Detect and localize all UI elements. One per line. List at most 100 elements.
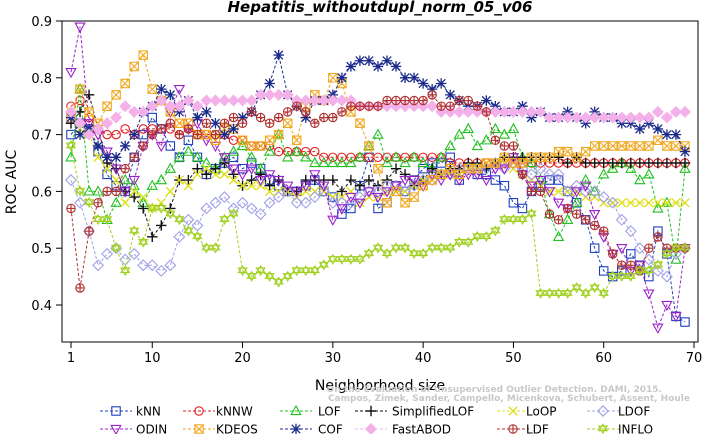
data-point-knnw bbox=[102, 129, 112, 140]
data-point-fastabod bbox=[489, 105, 502, 118]
data-point-loop bbox=[138, 192, 148, 202]
data-point-ldf bbox=[463, 95, 474, 106]
data-point-simplifiedlof bbox=[255, 169, 266, 180]
data-point-inflo bbox=[101, 213, 113, 226]
data-point-cof bbox=[201, 106, 212, 118]
data-point-odin bbox=[272, 175, 285, 187]
data-point-ldf bbox=[337, 107, 347, 117]
data-point-ldof bbox=[182, 213, 195, 226]
x-tick-label: 70 bbox=[686, 351, 703, 366]
data-point-odin bbox=[480, 175, 493, 187]
data-point-odin bbox=[471, 170, 484, 181]
data-point-ldof bbox=[669, 247, 682, 260]
y-tick-label: 0.8 bbox=[31, 72, 52, 87]
data-point-lof bbox=[354, 151, 366, 162]
data-point-ldof bbox=[290, 196, 303, 209]
data-point-odin bbox=[390, 181, 402, 192]
data-point-ldof bbox=[597, 191, 610, 204]
data-point-kdeos bbox=[436, 169, 446, 180]
data-point-fastabod bbox=[101, 117, 114, 130]
data-point-ldof bbox=[146, 259, 159, 272]
data-point-lof bbox=[679, 162, 691, 173]
data-point-knnw bbox=[301, 146, 311, 157]
data-point-ldf bbox=[553, 215, 564, 225]
data-point-odin bbox=[661, 300, 673, 312]
data-point-cof bbox=[192, 112, 203, 123]
data-point-cof bbox=[74, 129, 86, 140]
data-point-fastabod bbox=[218, 94, 231, 107]
data-point-kdeos bbox=[644, 141, 654, 151]
data-point-simplifiedlof bbox=[327, 174, 339, 186]
data-point-fastabod bbox=[615, 111, 628, 124]
data-point-odin bbox=[110, 164, 122, 175]
data-point-cof bbox=[652, 123, 664, 135]
series-line-ldof bbox=[70, 162, 686, 278]
series-lof bbox=[65, 83, 691, 264]
data-point-ldf bbox=[490, 135, 501, 146]
series-line-kdeos bbox=[70, 54, 685, 204]
data-point-cof bbox=[228, 123, 239, 135]
y-tick-label: 0.5 bbox=[31, 242, 52, 257]
data-point-lof bbox=[561, 213, 574, 224]
data-point-simplifiedlof bbox=[670, 157, 682, 169]
series-inflo bbox=[65, 140, 691, 299]
data-point-fastabod bbox=[651, 105, 664, 118]
data-point-odin bbox=[579, 181, 592, 192]
data-point-ldf bbox=[472, 101, 483, 111]
data-point-lof bbox=[119, 173, 131, 185]
watermark-line-1: On the Evaluation of Unsupervised Outlie… bbox=[327, 385, 662, 395]
data-point-odin bbox=[300, 181, 312, 192]
data-point-knnw bbox=[120, 124, 130, 134]
data-point-ldf bbox=[319, 112, 329, 123]
data-point-simplifiedlof bbox=[553, 152, 564, 163]
data-point-cof bbox=[237, 112, 248, 123]
data-point-loop bbox=[93, 152, 103, 163]
data-point-lof bbox=[453, 128, 465, 139]
data-point-ldf bbox=[454, 95, 464, 106]
legend-item-odin: ODIN bbox=[100, 423, 167, 434]
data-point-odin bbox=[173, 85, 186, 96]
legend-marker bbox=[111, 406, 121, 416]
data-point-simplifiedlof bbox=[345, 174, 357, 186]
data-point-knnw bbox=[319, 152, 329, 163]
data-point-inflo bbox=[282, 270, 293, 282]
data-point-ldf bbox=[526, 186, 537, 197]
data-point-loop bbox=[346, 186, 356, 197]
data-point-inflo bbox=[309, 265, 320, 277]
data-point-inflo bbox=[237, 265, 248, 277]
data-point-knnw bbox=[273, 146, 284, 157]
data-point-loop bbox=[102, 163, 112, 174]
data-point-fastabod bbox=[597, 111, 610, 124]
chart-title: Hepatitis_withoutdupl_norm_05_v06 bbox=[228, 0, 533, 16]
data-point-knnw bbox=[111, 129, 121, 140]
data-point-inflo bbox=[571, 282, 582, 294]
data-point-kdeos bbox=[617, 141, 627, 151]
data-point-ldf bbox=[301, 107, 311, 117]
data-point-loop bbox=[246, 181, 257, 191]
data-point-simplifiedlof bbox=[390, 163, 402, 174]
data-point-fastabod bbox=[236, 94, 249, 107]
data-point-ldof bbox=[317, 185, 330, 198]
data-point-fastabod bbox=[498, 105, 511, 118]
data-point-cof bbox=[345, 61, 357, 72]
data-point-lof bbox=[245, 151, 258, 162]
data-point-ldof bbox=[200, 202, 213, 215]
legend-item-loop: LoOP bbox=[497, 405, 557, 419]
data-point-inflo bbox=[652, 259, 664, 271]
data-point-lof bbox=[435, 151, 447, 162]
data-point-inflo bbox=[156, 202, 167, 214]
data-point-kdeos bbox=[111, 90, 121, 100]
y-tick-label: 0.7 bbox=[31, 129, 52, 144]
data-point-lof bbox=[552, 230, 565, 241]
data-point-lof bbox=[480, 134, 493, 145]
data-point-lof bbox=[417, 156, 429, 168]
data-point-inflo bbox=[472, 231, 483, 243]
data-point-odin bbox=[498, 164, 511, 175]
legend-marker bbox=[290, 423, 302, 434]
legend-item-knn: kNN bbox=[100, 405, 161, 419]
data-point-inflo bbox=[517, 213, 528, 226]
data-point-ldf bbox=[174, 129, 185, 140]
data-point-ldof bbox=[164, 259, 177, 272]
data-point-fastabod bbox=[155, 94, 168, 107]
data-point-odin bbox=[552, 198, 565, 209]
